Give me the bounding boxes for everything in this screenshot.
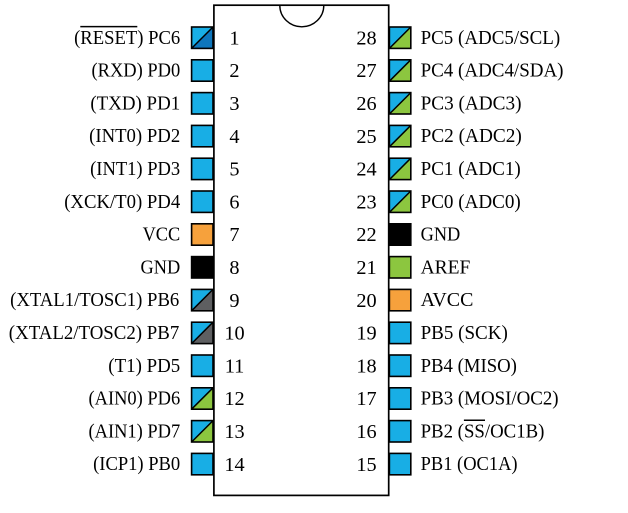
svg-text:PB5 (SCK): PB5 (SCK): [421, 322, 508, 344]
svg-text:(AIN1) PD7: (AIN1) PD7: [89, 420, 181, 442]
svg-text:(TXD) PD1: (TXD) PD1: [90, 92, 180, 114]
svg-text:(ICP1) PB0: (ICP1) PB0: [93, 453, 180, 475]
svg-text:1: 1: [229, 27, 239, 49]
svg-text:(RESET) PC6: (RESET) PC6: [74, 27, 180, 49]
svg-text:PC2 (ADC2): PC2 (ADC2): [421, 125, 522, 147]
svg-text:25: 25: [356, 126, 376, 148]
svg-text:8: 8: [229, 257, 239, 279]
svg-text:11: 11: [225, 355, 245, 377]
svg-text:7: 7: [229, 224, 239, 246]
svg-text:PB2 (SS/OC1B): PB2 (SS/OC1B): [421, 420, 545, 442]
svg-text:14: 14: [224, 454, 244, 476]
svg-text:26: 26: [356, 93, 376, 115]
svg-text:10: 10: [224, 323, 244, 345]
svg-text:4: 4: [229, 126, 239, 148]
svg-text:GND: GND: [421, 224, 461, 246]
svg-text:PB3 (MOSI/OC2): PB3 (MOSI/OC2): [421, 388, 559, 410]
svg-text:(RXD) PD0: (RXD) PD0: [92, 60, 181, 82]
svg-text:28: 28: [356, 27, 376, 49]
svg-text:5: 5: [229, 159, 239, 181]
svg-text:GND: GND: [141, 256, 181, 278]
svg-text:16: 16: [356, 421, 376, 443]
svg-text:13: 13: [224, 421, 244, 443]
svg-text:6: 6: [229, 191, 239, 213]
svg-text:PC3 (ADC3): PC3 (ADC3): [421, 92, 522, 114]
svg-text:PB4 (MISO): PB4 (MISO): [421, 355, 517, 377]
svg-text:PC4 (ADC4/SDA): PC4 (ADC4/SDA): [421, 60, 564, 82]
svg-text:(XTAL1/TOSC1) PB6: (XTAL1/TOSC1) PB6: [10, 289, 179, 311]
svg-text:17: 17: [356, 388, 376, 410]
svg-text:AVCC: AVCC: [421, 289, 474, 311]
svg-text:(XCK/T0) PD4: (XCK/T0) PD4: [64, 191, 180, 213]
svg-text:24: 24: [356, 159, 376, 181]
svg-text:3: 3: [229, 93, 239, 115]
svg-text:9: 9: [229, 290, 239, 312]
svg-text:21: 21: [356, 257, 376, 279]
svg-text:23: 23: [356, 191, 376, 213]
svg-text:12: 12: [224, 388, 244, 410]
svg-text:(INT0) PD2: (INT0) PD2: [89, 125, 180, 147]
svg-text:20: 20: [356, 290, 376, 312]
svg-text:15: 15: [356, 454, 376, 476]
svg-text:VCC: VCC: [143, 224, 181, 246]
svg-text:2: 2: [229, 60, 239, 82]
svg-text:AREF: AREF: [421, 256, 471, 278]
svg-text:PB1 (OC1A): PB1 (OC1A): [421, 453, 518, 475]
svg-text:(AIN0) PD6: (AIN0) PD6: [89, 388, 181, 410]
svg-text:18: 18: [356, 355, 376, 377]
svg-text:PC5 (ADC5/SCL): PC5 (ADC5/SCL): [421, 27, 561, 49]
svg-text:PC0 (ADC0): PC0 (ADC0): [421, 191, 521, 213]
svg-text:(T1) PD5: (T1) PD5: [108, 355, 180, 377]
svg-text:PC1 (ADC1): PC1 (ADC1): [421, 158, 521, 180]
svg-text:(XTAL2/TOSC2) PB7: (XTAL2/TOSC2) PB7: [9, 322, 180, 344]
svg-text:19: 19: [356, 323, 376, 345]
svg-text:22: 22: [356, 224, 376, 246]
svg-text:(INT1) PD3: (INT1) PD3: [90, 158, 180, 180]
svg-text:27: 27: [356, 60, 376, 82]
